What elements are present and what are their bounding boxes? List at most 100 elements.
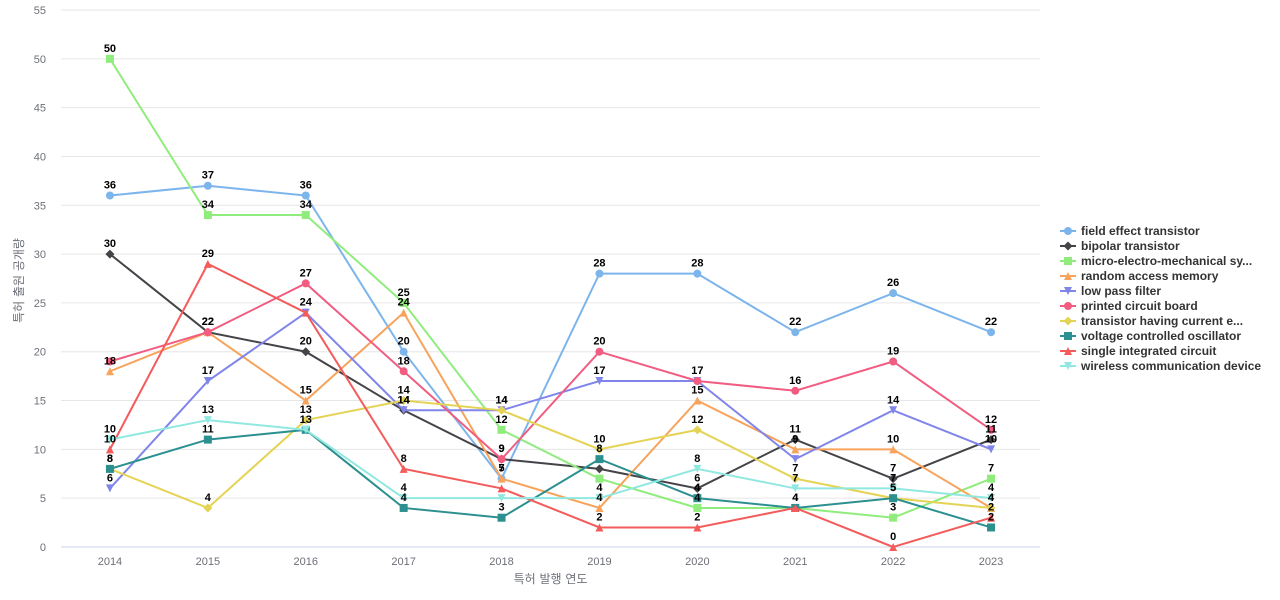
data-label: 17 — [593, 365, 605, 377]
data-label: 26 — [887, 277, 899, 289]
data-point — [399, 367, 408, 376]
data-point — [889, 513, 898, 522]
legend-item[interactable]: low pass filter — [1060, 284, 1161, 298]
data-point — [595, 455, 604, 464]
data-point — [987, 328, 996, 337]
data-label: 10 — [104, 424, 116, 436]
data-label: 8 — [107, 453, 113, 465]
data-label: 4 — [792, 492, 799, 504]
legend-item[interactable]: field effect transistor — [1060, 224, 1200, 238]
data-point — [203, 328, 212, 337]
legend-item[interactable]: printed circuit board — [1060, 299, 1198, 313]
data-label: 24 — [300, 297, 313, 309]
data-label: 8 — [401, 453, 407, 465]
data-label: 19 — [887, 345, 899, 357]
data-point — [497, 405, 507, 415]
data-label: 4 — [596, 482, 603, 494]
data-label: 15 — [691, 385, 703, 397]
series-line — [109, 311, 992, 490]
data-label: 20 — [593, 336, 605, 348]
data-point — [399, 347, 408, 356]
data-point — [693, 377, 702, 386]
data-label: 6 — [694, 472, 700, 484]
legend-marker — [1064, 347, 1072, 355]
legend-item[interactable]: micro-electro-mechanical sy... — [1060, 254, 1252, 268]
data-point — [105, 367, 114, 376]
data-label: 13 — [300, 414, 312, 426]
x-axis-title: 특허 발행 연도 — [514, 571, 588, 586]
data-label: 14 — [495, 394, 508, 406]
data-point — [399, 406, 408, 415]
y-tick-label: 55 — [34, 5, 46, 17]
data-label: 12 — [495, 414, 507, 426]
legend-item[interactable]: transistor having current e... — [1060, 314, 1243, 328]
data-point — [105, 445, 114, 454]
data-label: 34 — [300, 199, 313, 211]
legend-label: printed circuit board — [1081, 299, 1198, 313]
data-label: 27 — [300, 267, 312, 279]
data-point — [105, 435, 114, 444]
data-label: 18 — [398, 355, 410, 367]
y-tick-label: 25 — [34, 298, 46, 310]
data-label: 36 — [300, 180, 312, 192]
x-tick-label: 2018 — [489, 556, 513, 568]
data-point — [594, 444, 604, 454]
data-label: 3 — [498, 502, 504, 514]
legend-label: wireless communication device — [1080, 359, 1261, 373]
data-point — [203, 416, 212, 425]
legend-marker — [1064, 302, 1072, 310]
data-point — [692, 483, 702, 493]
data-label: 4 — [401, 482, 408, 494]
data-label: 7 — [792, 463, 798, 475]
data-point — [986, 503, 996, 513]
legend-item[interactable]: random access memory — [1060, 269, 1219, 283]
legend-marker — [1064, 362, 1072, 370]
data-point — [692, 425, 702, 435]
data-label: 14 — [398, 394, 411, 406]
data-label: 5 — [498, 463, 504, 475]
x-tick-label: 2017 — [391, 556, 415, 568]
data-point — [595, 347, 604, 356]
data-point — [595, 474, 604, 483]
data-point — [693, 396, 702, 405]
series-line — [109, 58, 992, 519]
data-label: 50 — [104, 43, 116, 55]
data-point — [889, 543, 898, 551]
data-point — [399, 308, 408, 317]
legend-item[interactable]: voltage controlled oscillator — [1060, 329, 1241, 343]
legend-item[interactable]: single integrated circuit — [1060, 344, 1216, 358]
series-line — [109, 262, 992, 549]
grid-lines — [61, 9, 1040, 548]
y-tick-label: 35 — [34, 200, 46, 212]
legend-item[interactable]: wireless communication device — [1060, 359, 1261, 373]
data-label: 2 — [988, 502, 994, 514]
data-point — [693, 464, 702, 473]
series-3 — [105, 54, 996, 522]
data-label: 18 — [104, 355, 116, 367]
data-point — [399, 464, 408, 473]
data-label: 22 — [202, 316, 214, 328]
legend-label: transistor having current e... — [1081, 314, 1243, 328]
data-point — [399, 298, 408, 307]
legend-item[interactable]: bipolar transistor — [1060, 239, 1180, 253]
data-label: 7 — [792, 472, 798, 484]
data-label: 22 — [789, 316, 801, 328]
data-point — [987, 513, 996, 522]
data-label: 24 — [398, 297, 411, 309]
data-point — [693, 269, 702, 278]
y-axis-ticks: 0 5 10 15 20 25 30 35 40 45 50 55 — [34, 5, 46, 554]
series-1 — [105, 181, 996, 483]
data-label: 9 — [498, 443, 504, 455]
data-point — [105, 484, 114, 493]
data-label: 20 — [398, 336, 410, 348]
data-point — [595, 269, 604, 278]
data-label: 4 — [205, 492, 212, 504]
y-tick-label: 20 — [34, 347, 46, 359]
data-point — [889, 494, 898, 503]
data-label: 14 — [398, 385, 411, 397]
data-label: 7 — [988, 463, 994, 475]
data-point — [693, 523, 702, 532]
data-point — [889, 289, 898, 298]
data-point — [987, 494, 996, 503]
